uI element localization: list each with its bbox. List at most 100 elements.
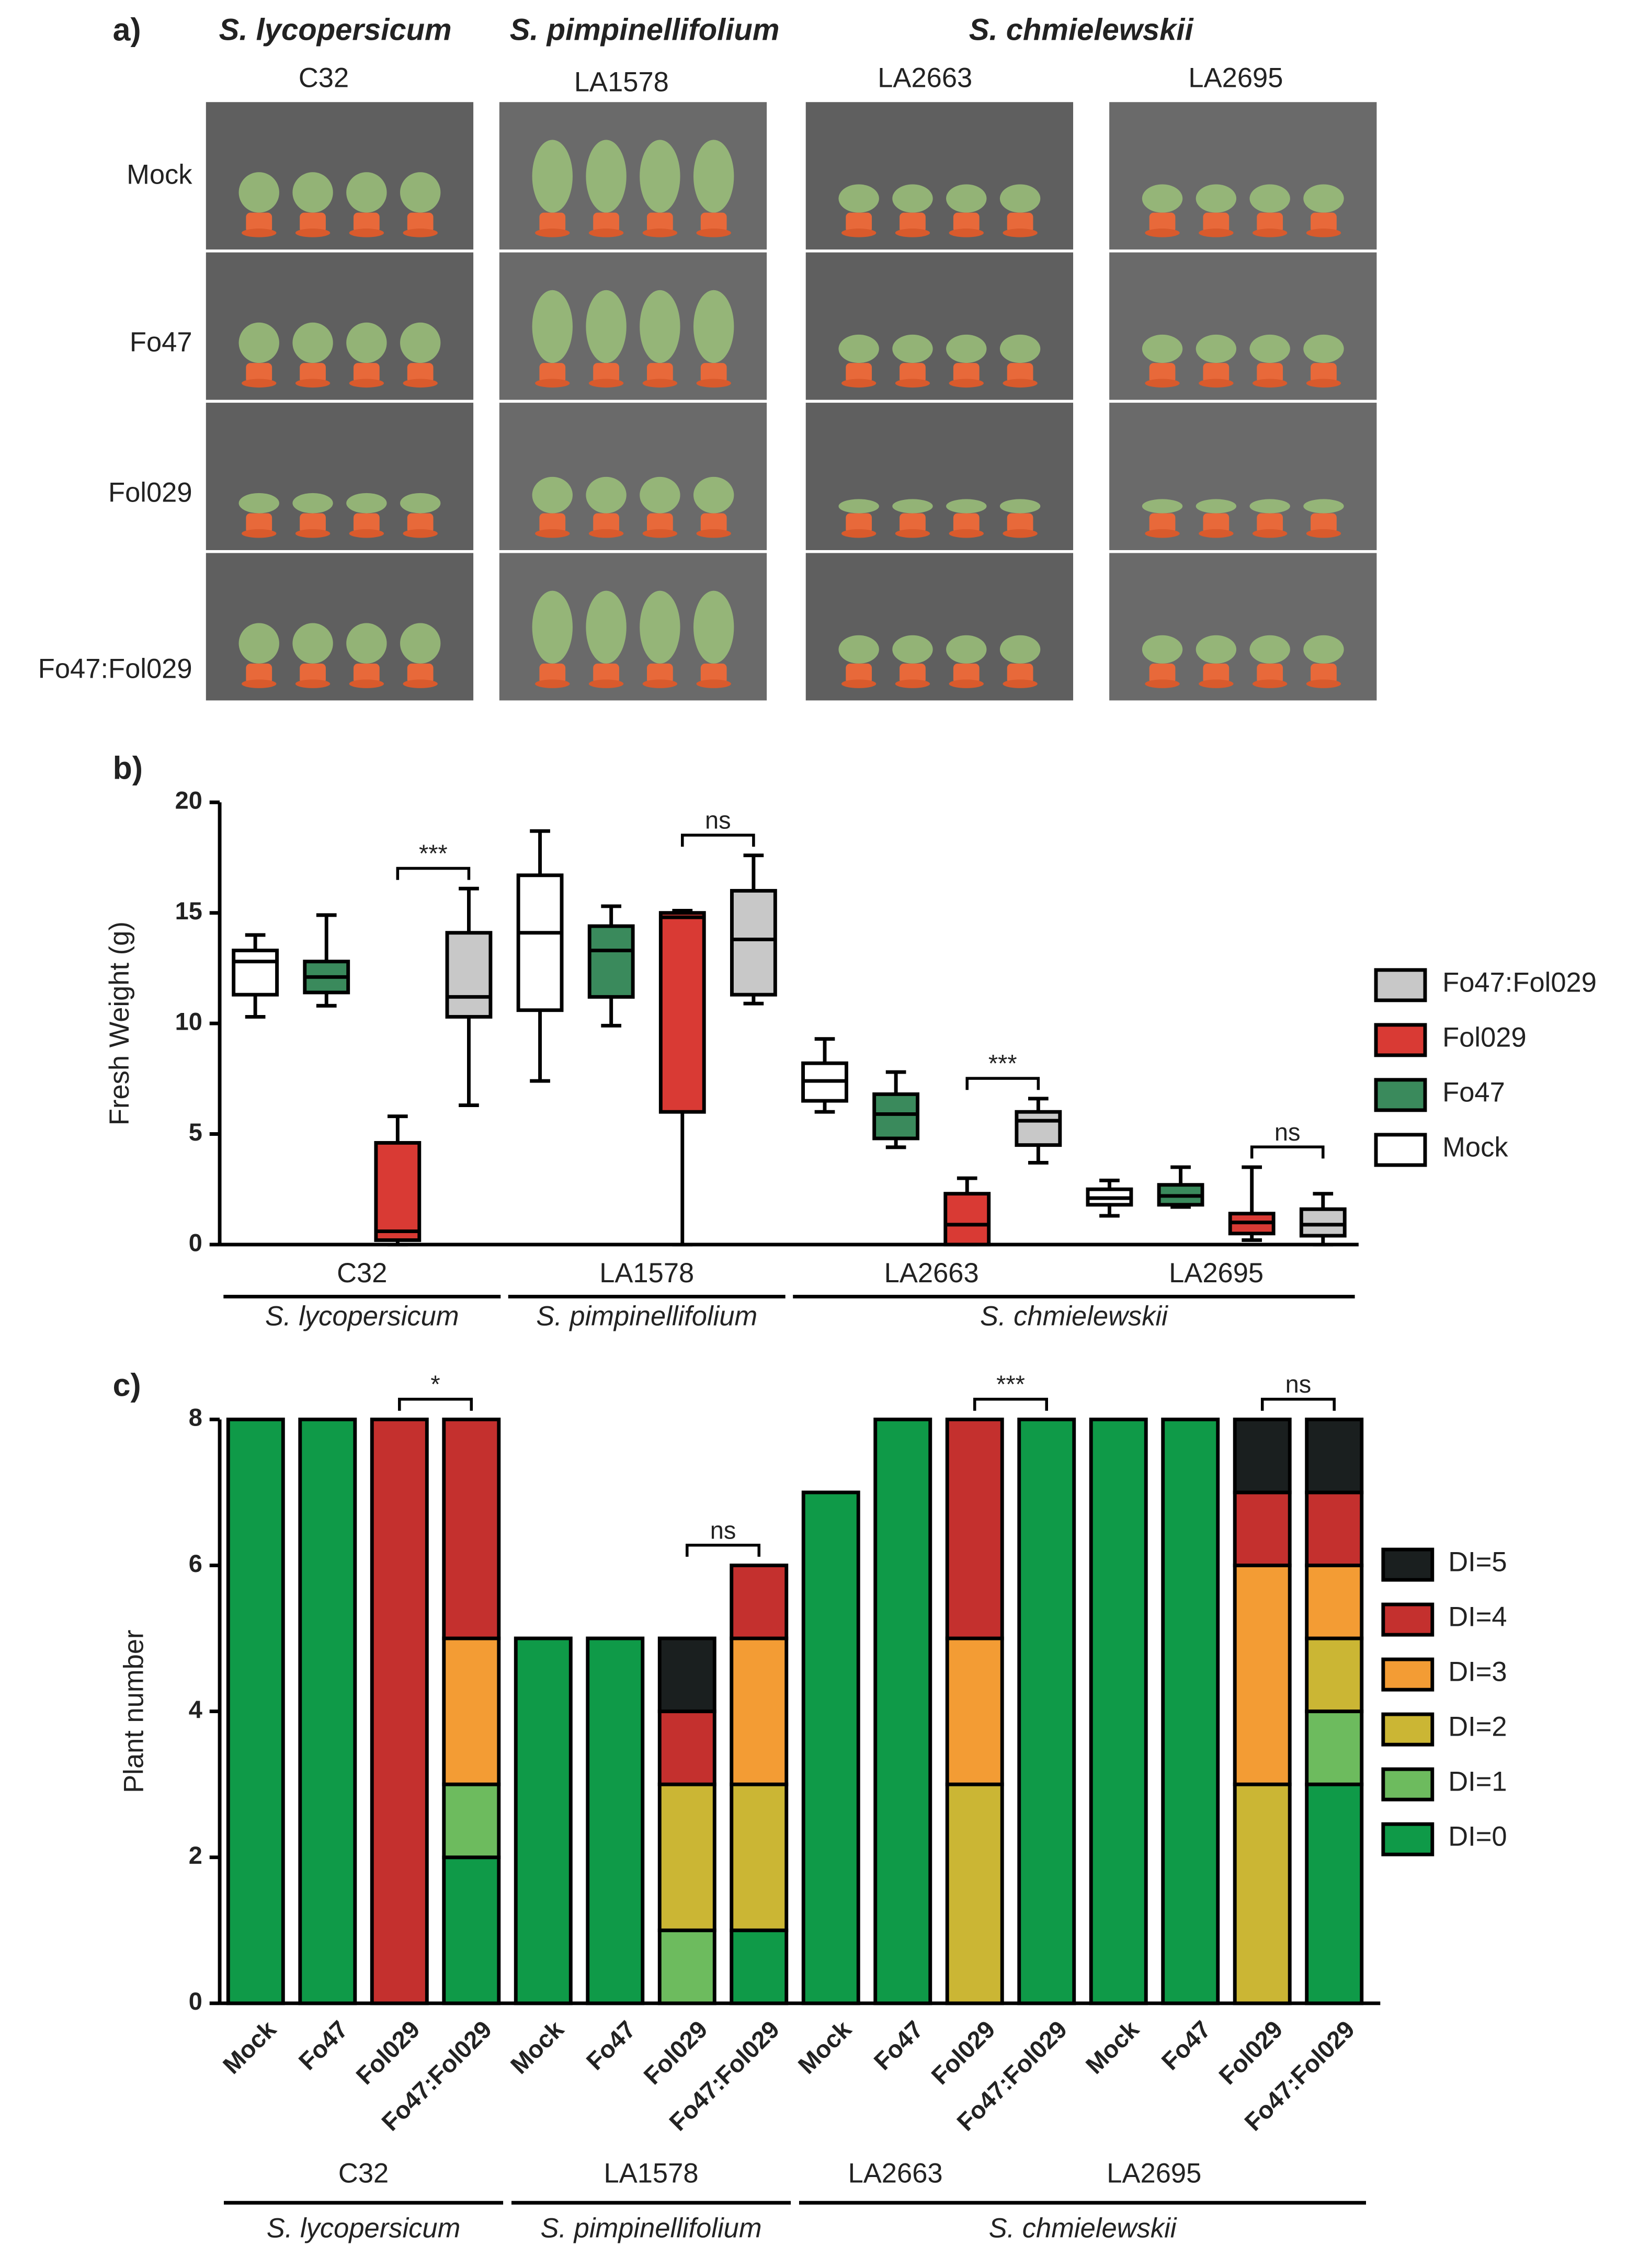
saucer xyxy=(949,379,984,388)
genotype-label: LA2663 xyxy=(878,62,972,93)
plant xyxy=(693,290,734,363)
plant xyxy=(640,140,680,213)
legend-label: Fo47 xyxy=(1442,1077,1505,1108)
genotype-label: LA2695 xyxy=(1169,1258,1264,1289)
plant xyxy=(999,184,1041,213)
pot xyxy=(846,663,872,684)
pot xyxy=(1257,663,1283,684)
pot xyxy=(1149,212,1176,233)
photo xyxy=(804,250,1075,402)
species-label: S. chmielewskii xyxy=(980,1301,1168,1332)
plant xyxy=(838,499,879,514)
species-label: S. lycopersicum xyxy=(265,1301,459,1332)
significance-label: *** xyxy=(988,1050,1017,1077)
plant xyxy=(238,493,279,514)
bar-segment xyxy=(730,1928,789,2005)
plant xyxy=(292,172,333,213)
pot xyxy=(300,363,326,383)
saucer xyxy=(696,529,731,538)
box xyxy=(374,1141,422,1242)
plant xyxy=(238,172,279,213)
plant xyxy=(1249,334,1290,363)
pot xyxy=(700,363,727,383)
saucer xyxy=(242,679,277,688)
plant xyxy=(1196,334,1237,363)
genotype-label: LA1578 xyxy=(574,67,669,98)
significance-label: ns xyxy=(1274,1118,1301,1146)
legend-label: DI=0 xyxy=(1448,1821,1507,1852)
saucer xyxy=(588,529,624,538)
plant xyxy=(346,623,387,664)
saucer xyxy=(895,229,930,237)
y-tick-label: 6 xyxy=(189,1549,202,1577)
saucer xyxy=(1145,679,1180,688)
plant xyxy=(1142,334,1183,363)
y-axis-label: Fresh Weight (g) xyxy=(104,921,135,1125)
significance-label: ns xyxy=(705,806,731,834)
legend-swatch xyxy=(1381,1712,1435,1747)
pot xyxy=(300,513,326,534)
plant xyxy=(838,184,879,213)
pot xyxy=(353,663,380,684)
plant xyxy=(532,290,573,363)
saucer xyxy=(642,679,678,688)
legend-label: DI=2 xyxy=(1448,1712,1507,1742)
pot xyxy=(1257,212,1283,233)
box xyxy=(943,1192,991,1247)
pot xyxy=(1203,513,1230,534)
legend-swatch xyxy=(1381,1657,1435,1692)
significance-bracket xyxy=(973,1397,1049,1411)
bar-segment xyxy=(945,1417,1004,1640)
plant xyxy=(346,172,387,213)
plant xyxy=(586,140,627,213)
saucer xyxy=(242,379,277,388)
pot xyxy=(953,513,980,534)
saucer xyxy=(403,379,438,388)
bar-segment xyxy=(226,1417,285,2005)
x-tick-label: Fo47 xyxy=(293,2015,353,2075)
y-tick-label: 0 xyxy=(189,1987,202,2015)
saucer xyxy=(535,229,570,237)
saucer xyxy=(1145,529,1180,538)
pot xyxy=(1007,212,1033,233)
plant xyxy=(1249,499,1290,514)
pot xyxy=(593,363,619,383)
saucer xyxy=(1145,379,1180,388)
plant xyxy=(400,322,441,363)
significance-bracket xyxy=(398,1397,473,1411)
bar-segment xyxy=(657,1928,716,2005)
plant xyxy=(693,476,734,514)
saucer xyxy=(1252,379,1288,388)
y-tick-label: 0 xyxy=(189,1228,202,1256)
plant xyxy=(946,334,987,363)
plant xyxy=(1196,499,1237,514)
bar-segment xyxy=(586,1636,645,2005)
box xyxy=(658,911,706,1114)
y-tick-label: 8 xyxy=(189,1404,202,1431)
photo xyxy=(204,551,475,702)
plant xyxy=(400,172,441,213)
pot xyxy=(1311,513,1337,534)
bar-segment xyxy=(730,1564,789,1640)
saucer xyxy=(588,379,624,388)
legend-label: Fol029 xyxy=(1442,1022,1527,1053)
box xyxy=(232,949,279,997)
plant xyxy=(838,334,879,363)
pot xyxy=(846,212,872,233)
plant xyxy=(640,590,680,664)
legend-label: DI=4 xyxy=(1448,1602,1507,1633)
legend-label: Mock xyxy=(1442,1132,1508,1163)
bar-segment xyxy=(1233,1782,1292,2005)
saucer xyxy=(1199,229,1234,237)
significance-label: *** xyxy=(419,839,448,867)
panel-label: b) xyxy=(113,750,143,785)
legend-swatch xyxy=(1381,1767,1435,1802)
pot xyxy=(647,363,673,383)
photo xyxy=(1108,250,1379,402)
plant xyxy=(693,140,734,213)
pot xyxy=(700,663,727,684)
pot xyxy=(846,363,872,383)
significance-bracket xyxy=(396,867,471,880)
species-label: S. chmielewskii xyxy=(969,13,1194,47)
